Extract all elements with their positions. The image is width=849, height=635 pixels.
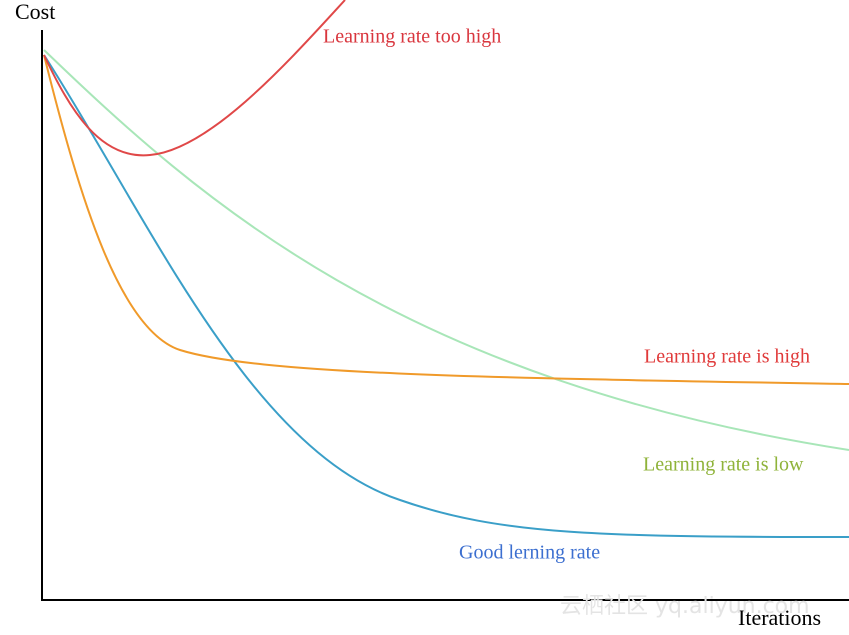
curve-label: Learning rate is low <box>643 454 804 476</box>
curve-label: Learning rate is high <box>644 346 810 368</box>
curve-low <box>43 49 849 451</box>
curve-high <box>43 54 849 385</box>
curve-label: Learning rate too high <box>323 26 501 48</box>
curve-good <box>43 54 849 538</box>
curve-too-high <box>43 0 346 157</box>
x-axis-label: Iterations <box>738 605 821 630</box>
watermark: 云栖社区 yq.aliyun.com <box>560 594 810 619</box>
y-axis-label: Cost <box>15 0 55 24</box>
curve-label: Good lerning rate <box>459 542 600 564</box>
